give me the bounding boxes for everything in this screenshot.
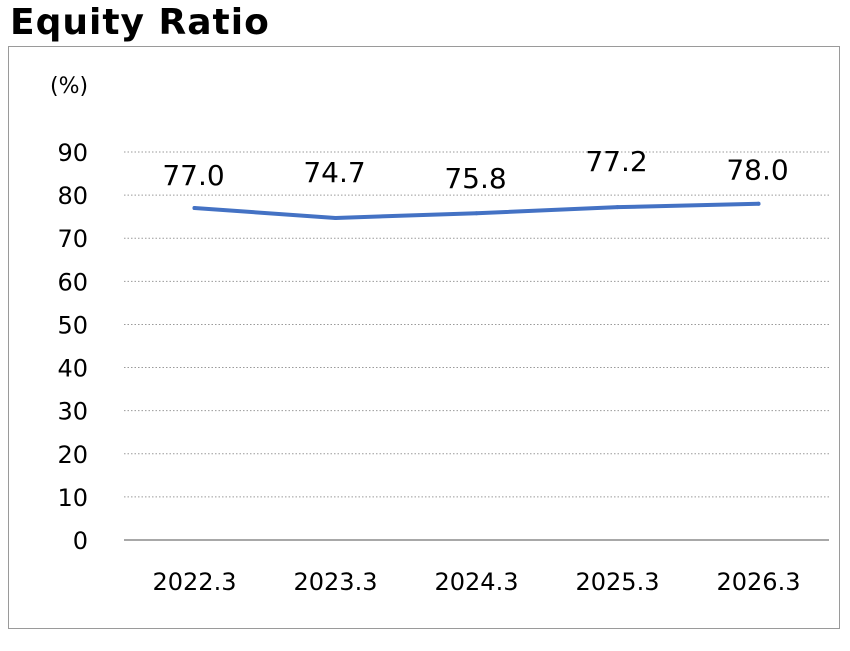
y-tick-label: 10 bbox=[57, 484, 88, 512]
chart-frame bbox=[8, 46, 840, 629]
y-tick-label: 60 bbox=[57, 268, 88, 296]
y-tick-label: 0 bbox=[73, 527, 88, 555]
data-label: 77.0 bbox=[162, 159, 224, 192]
y-tick-label: 20 bbox=[57, 441, 88, 469]
x-tick-label: 2024.3 bbox=[435, 568, 519, 596]
data-point bbox=[192, 206, 197, 211]
y-tick-label: 50 bbox=[57, 311, 88, 339]
data-label: 78.0 bbox=[726, 154, 788, 187]
data-point bbox=[615, 205, 620, 210]
x-tick-label: 2022.3 bbox=[153, 568, 237, 596]
y-tick-label: 30 bbox=[57, 398, 88, 426]
x-tick-label: 2023.3 bbox=[294, 568, 378, 596]
chart-title: Equity Ratio bbox=[10, 2, 270, 43]
x-tick-label: 2026.3 bbox=[717, 568, 801, 596]
data-label: 75.8 bbox=[444, 162, 506, 195]
y-tick-label: 70 bbox=[57, 225, 88, 253]
data-point bbox=[756, 201, 761, 206]
y-tick-label: 80 bbox=[57, 182, 88, 210]
series-line bbox=[192, 201, 761, 220]
x-tick-label: 2025.3 bbox=[576, 568, 660, 596]
data-label: 74.7 bbox=[303, 156, 365, 189]
y-axis-unit-label: (%) bbox=[50, 74, 88, 99]
y-tick-label: 40 bbox=[57, 355, 88, 383]
data-label: 77.2 bbox=[585, 145, 647, 178]
data-point bbox=[333, 215, 338, 220]
data-point bbox=[474, 211, 479, 216]
y-tick-label: 90 bbox=[57, 139, 88, 167]
